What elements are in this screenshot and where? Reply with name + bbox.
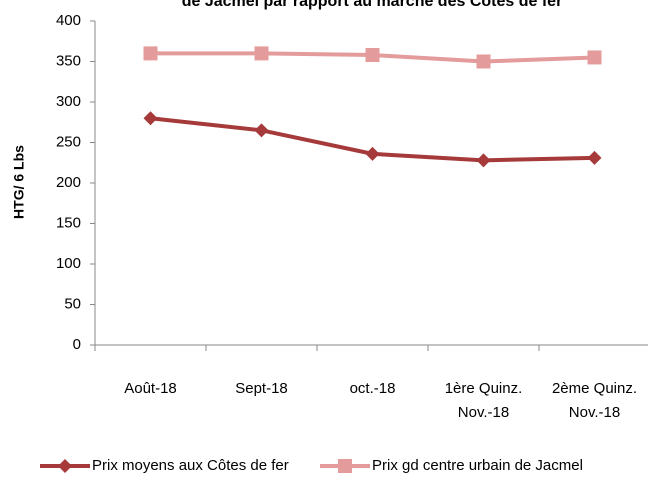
y-tick-label: 0 xyxy=(73,336,81,353)
y-axis-label: HTG/ 6 Lbs xyxy=(11,145,27,219)
legend-marker xyxy=(58,459,72,473)
y-tick-label: 200 xyxy=(56,174,81,191)
y-tick-label: 300 xyxy=(56,93,81,110)
x-tick-label: Sept-18 xyxy=(235,380,288,397)
marker xyxy=(143,46,158,61)
y-tick-label: 350 xyxy=(56,52,81,69)
legend-marker xyxy=(338,459,352,473)
marker xyxy=(587,150,602,165)
legend-label: Prix gd centre urbain de Jacmel xyxy=(372,457,583,474)
marker xyxy=(365,146,380,161)
x-tick-label: oct.-18 xyxy=(349,380,396,397)
y-tick-label: 250 xyxy=(56,133,81,150)
y-tick-label: 400 xyxy=(56,12,81,29)
x-tick-label: 2ème Quinz. Nov.-18 xyxy=(551,380,638,421)
chart-title: de Jacmel par rapport au marché des Côte… xyxy=(182,0,563,10)
y-tick-label: 150 xyxy=(56,214,81,231)
legend-label: Prix moyens aux Côtes de fer xyxy=(92,457,289,474)
x-tick-label: 1ère Quinz. Nov.-18 xyxy=(444,380,523,421)
marker xyxy=(254,46,269,61)
marker xyxy=(476,54,491,69)
marker xyxy=(365,48,380,63)
marker xyxy=(254,123,269,138)
x-tick-label: Août-18 xyxy=(124,380,177,397)
marker xyxy=(476,153,491,168)
y-tick-label: 50 xyxy=(64,295,81,312)
marker xyxy=(587,50,602,65)
y-tick-label: 100 xyxy=(56,255,81,272)
marker xyxy=(143,111,158,126)
